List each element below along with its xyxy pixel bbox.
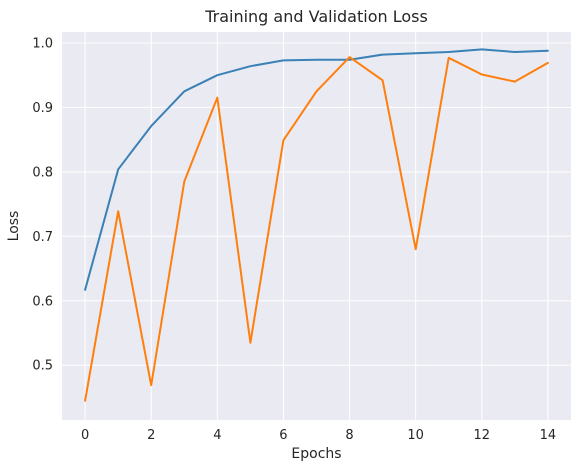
- x-tick-label: 10: [407, 428, 424, 443]
- x-tick-label: 6: [279, 428, 287, 443]
- series-line-2: [84, 56, 549, 402]
- y-tick-label: 0.8: [32, 165, 53, 180]
- x-tick-label: 0: [81, 428, 89, 443]
- x-tick-labels: 0 2 4 6 8 10 12 14: [81, 428, 556, 443]
- y-tick-label: 1.0: [32, 36, 53, 51]
- x-tick-label: 8: [345, 428, 353, 443]
- y-tick-label: 0.6: [32, 294, 53, 309]
- series-group: [84, 48, 549, 402]
- plot-area: [62, 32, 571, 420]
- series-line-1: [84, 48, 549, 291]
- y-tick-label: 0.7: [32, 230, 53, 245]
- x-tick-label: 4: [213, 428, 221, 443]
- x-axis-label: Epochs: [291, 446, 341, 462]
- y-tick-label: 0.9: [32, 101, 53, 116]
- chart-title: Training and Validation Loss: [204, 7, 428, 26]
- x-tick-label: 2: [147, 428, 155, 443]
- y-tick-labels: 0.5 0.6 0.7 0.8 0.9 1.0: [32, 36, 53, 373]
- y-tick-label: 0.5: [32, 359, 53, 374]
- x-tick-label: 12: [473, 428, 490, 443]
- y-axis-label: Loss: [6, 211, 22, 242]
- x-tick-label: 14: [540, 428, 557, 443]
